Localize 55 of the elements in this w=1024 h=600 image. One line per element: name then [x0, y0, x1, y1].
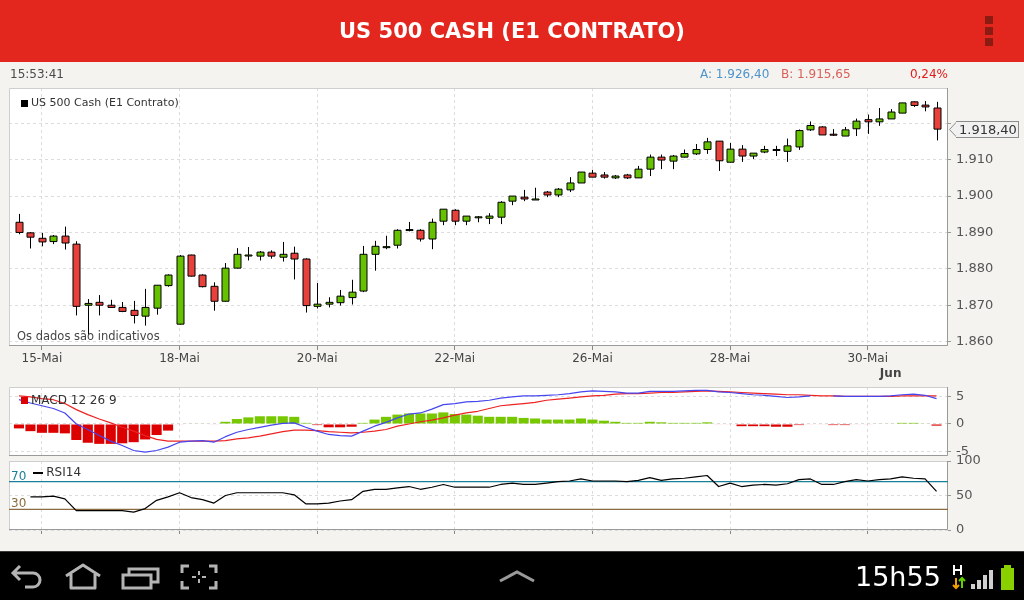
candlestick — [15, 213, 24, 235]
candlestick — [371, 240, 380, 272]
ref-line-label: 30 — [11, 496, 27, 511]
x-tick-label: 22-Mai — [434, 351, 476, 366]
y-tick-label: 5 — [956, 387, 965, 403]
chart-title: US 500 CASH (E1 CONTRATO) — [338, 18, 686, 45]
y-tick-label: 0 — [956, 521, 965, 537]
legend-label: RSI14 — [46, 465, 82, 480]
y-tick-label: 1.900 — [956, 187, 994, 203]
candlestick — [61, 226, 70, 251]
candlestick — [348, 279, 357, 306]
candlestick — [783, 138, 792, 163]
candlestick — [313, 282, 322, 310]
candlestick — [715, 140, 724, 172]
candlestick — [95, 294, 104, 316]
x-tick-label: 26-Mai — [572, 351, 613, 366]
text: 0,24% — [909, 67, 948, 81]
candlestick — [497, 200, 506, 225]
candlestick — [864, 114, 873, 135]
candlestick — [187, 254, 196, 277]
text: B: 1.915,65 — [781, 67, 851, 81]
candlestick — [290, 246, 299, 280]
candlestick — [393, 228, 402, 249]
candlestick — [233, 247, 242, 269]
candlestick — [933, 101, 942, 141]
x-tick-label: 28-Mai — [709, 351, 751, 366]
y-tick-label: 50 — [956, 486, 973, 502]
text: 15:53:41 — [10, 67, 64, 81]
x-tick-label: 15-Mai — [21, 351, 63, 366]
x-tick-label: 30-Mai — [847, 351, 889, 366]
y-tick-label: 1.910 — [956, 151, 994, 167]
candlestick — [726, 142, 735, 163]
text: US 500 Cash (E1 Contrato) — [31, 96, 179, 110]
y-tick-label: 1.880 — [956, 260, 994, 276]
y-tick-label: 1.890 — [956, 223, 994, 239]
candlestick — [795, 128, 804, 151]
candlestick — [153, 284, 162, 316]
x-tick-label: Jun — [878, 365, 902, 380]
y-tick-label: 1.860 — [956, 333, 994, 349]
y-tick-label: 1.870 — [956, 296, 994, 312]
y-tick-label: 0 — [956, 415, 965, 431]
bar — [346, 424, 357, 427]
candlestick — [646, 154, 655, 177]
candlestick — [428, 218, 437, 250]
annotation: Os dados são indicativos — [17, 329, 160, 343]
candlestick — [141, 288, 150, 327]
candlestick — [279, 241, 288, 263]
x-tick-label: 18-Mai — [159, 351, 200, 366]
x-tick-label: 20-Mai — [296, 351, 338, 366]
text: 1.918,40 — [959, 122, 1017, 137]
ref-line-label: 70 — [11, 468, 27, 483]
candlestick — [130, 300, 139, 324]
text: A: 1.926,40 — [700, 67, 770, 81]
text: 15h55 — [855, 561, 941, 593]
candlestick — [210, 281, 219, 312]
